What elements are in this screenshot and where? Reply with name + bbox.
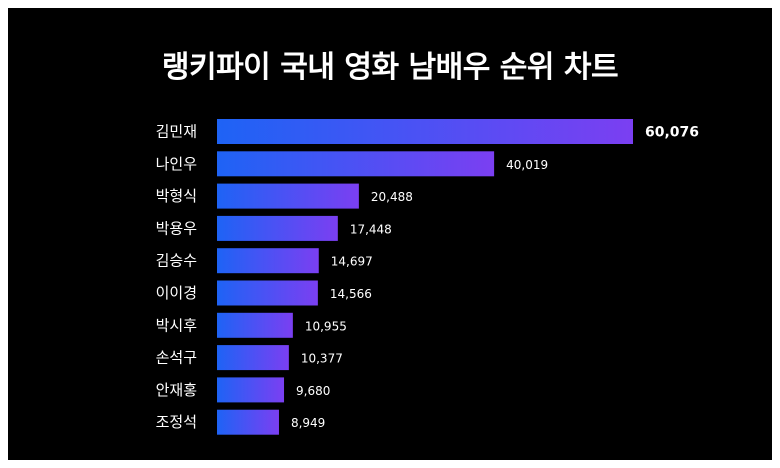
category-label: 손석구 <box>156 349 197 367</box>
chart-title: 랭키파이 국내 영화 남배우 순위 차트 <box>161 50 619 85</box>
value-label: 10,955 <box>305 319 347 333</box>
bar <box>217 345 289 371</box>
bar <box>217 248 319 274</box>
category-label: 박시후 <box>156 316 198 334</box>
bar <box>217 377 285 403</box>
value-label: 20,488 <box>371 190 413 204</box>
bar <box>217 312 293 338</box>
category-label: 김민재 <box>156 123 197 141</box>
value-label: 9,680 <box>296 384 330 398</box>
category-label: 조정석 <box>156 413 197 431</box>
category-label: 이이경 <box>156 284 197 302</box>
value-label: 14,697 <box>331 255 373 269</box>
bar <box>217 280 318 306</box>
bar <box>217 183 359 209</box>
chart-background <box>8 8 772 460</box>
category-label: 김승수 <box>156 252 197 270</box>
bar <box>217 151 495 177</box>
value-label: 40,019 <box>506 158 548 172</box>
bar <box>217 119 633 144</box>
category-label: 박용우 <box>156 219 198 237</box>
value-label: 17,448 <box>350 222 392 236</box>
value-label: 10,377 <box>301 352 343 366</box>
value-label: 14,566 <box>330 287 372 301</box>
bar <box>217 215 338 241</box>
category-label: 박형식 <box>156 187 197 205</box>
category-label: 안재홍 <box>156 381 197 399</box>
value-label: 60,076 <box>645 125 699 141</box>
category-label: 나인우 <box>156 155 198 173</box>
bar <box>217 409 279 435</box>
value-label: 8,949 <box>291 416 325 430</box>
